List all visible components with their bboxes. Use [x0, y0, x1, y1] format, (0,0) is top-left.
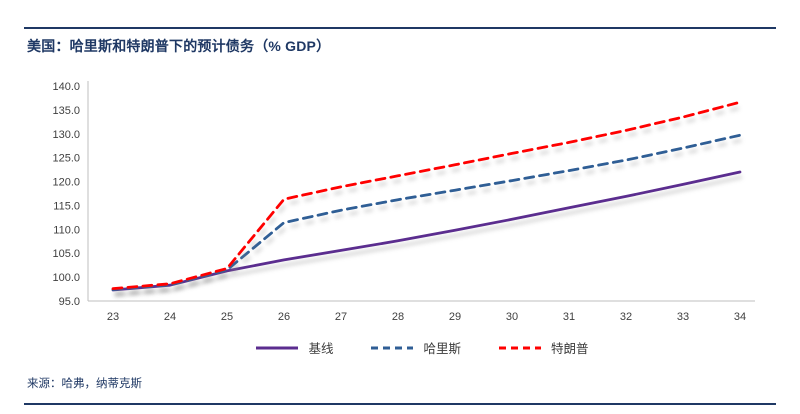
legend-line-sample-baseline	[256, 346, 299, 349]
x-tick-label: 27	[335, 311, 347, 323]
y-tick-label: 115.0	[53, 200, 80, 212]
x-tick-label: 23	[107, 311, 119, 323]
legend-item-harris: 哈里斯	[369, 338, 461, 357]
x-tick-label: 31	[563, 311, 575, 323]
y-tick-label: 95.0	[59, 296, 80, 308]
legend-label-trump: 特朗普	[551, 342, 589, 356]
y-tick-label: 130.0	[52, 129, 80, 141]
y-tick-label: 125.0	[52, 153, 80, 165]
y-tick-label: 105.0	[52, 248, 80, 260]
series-shadow-trump	[114, 105, 743, 296]
x-tick-label: 25	[221, 311, 233, 323]
legend-line-sample-harris	[371, 346, 414, 349]
series-line-baseline	[111, 170, 742, 292]
series-line-trump	[111, 100, 742, 291]
x-tick-label: 28	[392, 311, 404, 323]
x-tick-label: 33	[677, 311, 689, 323]
y-tick-label: 120.0	[52, 177, 80, 189]
legend-label-harris: 哈里斯	[423, 342, 461, 356]
y-tick-label: 135.0	[52, 105, 80, 117]
x-tick-label: 29	[449, 311, 461, 323]
series-shadow-harris	[114, 138, 743, 296]
line-chart-canvas: 95.0 100.0 105.0 110.0 115.0 120.0 125.0 130.0 1…	[52, 81, 755, 323]
series-line-harris	[111, 133, 742, 291]
x-tick-label: 34	[734, 311, 746, 323]
legend-item-baseline: 基线	[254, 338, 333, 357]
y-tick-label: 110.0	[53, 224, 80, 236]
x-tick-label: 24	[164, 311, 176, 323]
page-title: 美国：哈里斯和特朗普下的预计债务（% GDP）	[27, 38, 331, 54]
chart-legend: 基线 哈里斯 特朗普	[88, 338, 755, 357]
x-tick-label: 26	[278, 311, 290, 323]
x-tick-label: 30	[506, 311, 518, 323]
top-divider	[24, 27, 776, 29]
y-tick-label: 100.0	[52, 272, 80, 284]
y-tick-label: 140.0	[52, 81, 80, 93]
source-note: 来源：哈弗，纳蒂克斯	[27, 378, 142, 390]
x-tick-label: 32	[620, 311, 632, 323]
bottom-divider	[24, 403, 776, 405]
legend-item-trump: 特朗普	[497, 338, 589, 357]
legend-line-sample-trump	[499, 346, 541, 349]
debt-projection-chart: 95.0 100.0 105.0 110.0 115.0 120.0 125.0 130.0 1…	[18, 76, 778, 328]
legend-label-baseline: 基线	[308, 342, 334, 356]
